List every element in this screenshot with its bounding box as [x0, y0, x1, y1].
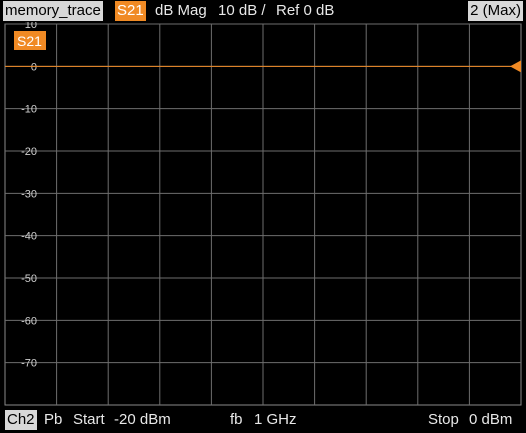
fb-label: fb	[230, 411, 243, 428]
y-tick-label: -50	[21, 273, 37, 285]
trace-label-text: S21	[17, 33, 42, 49]
y-tick-label: -60	[21, 315, 37, 327]
y-tick-label: -30	[21, 188, 37, 200]
trace-format[interactable]: dB Mag	[155, 2, 207, 19]
reference-level-marker[interactable]	[510, 60, 521, 73]
trace-header: memory_trace S21 dB Mag 10 dB / Ref 0 dB…	[0, 0, 526, 22]
grid	[4, 23, 522, 406]
stop-value[interactable]: 0 dBm	[469, 411, 513, 428]
memory-trace-label[interactable]: memory_trace	[3, 1, 103, 21]
stop-label: Stop	[428, 411, 459, 428]
trace-tag-s21[interactable]: S21	[115, 1, 146, 21]
trace-scale[interactable]: 10 dB /	[218, 2, 266, 19]
channel-tag[interactable]: Ch2	[5, 410, 37, 430]
y-tick-label: 10	[25, 22, 37, 31]
y-tick-label: -10	[21, 104, 37, 116]
y-tick-label: -40	[21, 231, 37, 243]
trace-label-badge[interactable]	[14, 31, 46, 50]
start-value[interactable]: -20 dBm	[114, 411, 171, 428]
sweep-type[interactable]: Pb	[44, 411, 63, 428]
y-tick-label: 0	[31, 61, 37, 73]
channel-footer: Ch2 Pb Start -20 dBm fb 1 GHz Stop 0 dBm	[0, 407, 526, 433]
y-axis-labels: 10 0 -10 -20 -30 -40 -50 -60 -70	[21, 22, 37, 370]
trace-reference[interactable]: Ref 0 dB	[276, 2, 335, 19]
y-tick-label: -70	[21, 358, 37, 370]
start-label: Start	[73, 411, 105, 428]
y-tick-label: -20	[21, 146, 37, 158]
trace-diagram[interactable]: 10 0 -10 -20 -30 -40 -50 -60 -70 S21	[0, 22, 526, 407]
fb-value[interactable]: 1 GHz	[254, 411, 297, 428]
window-id[interactable]: 2 (Max)	[468, 1, 523, 21]
